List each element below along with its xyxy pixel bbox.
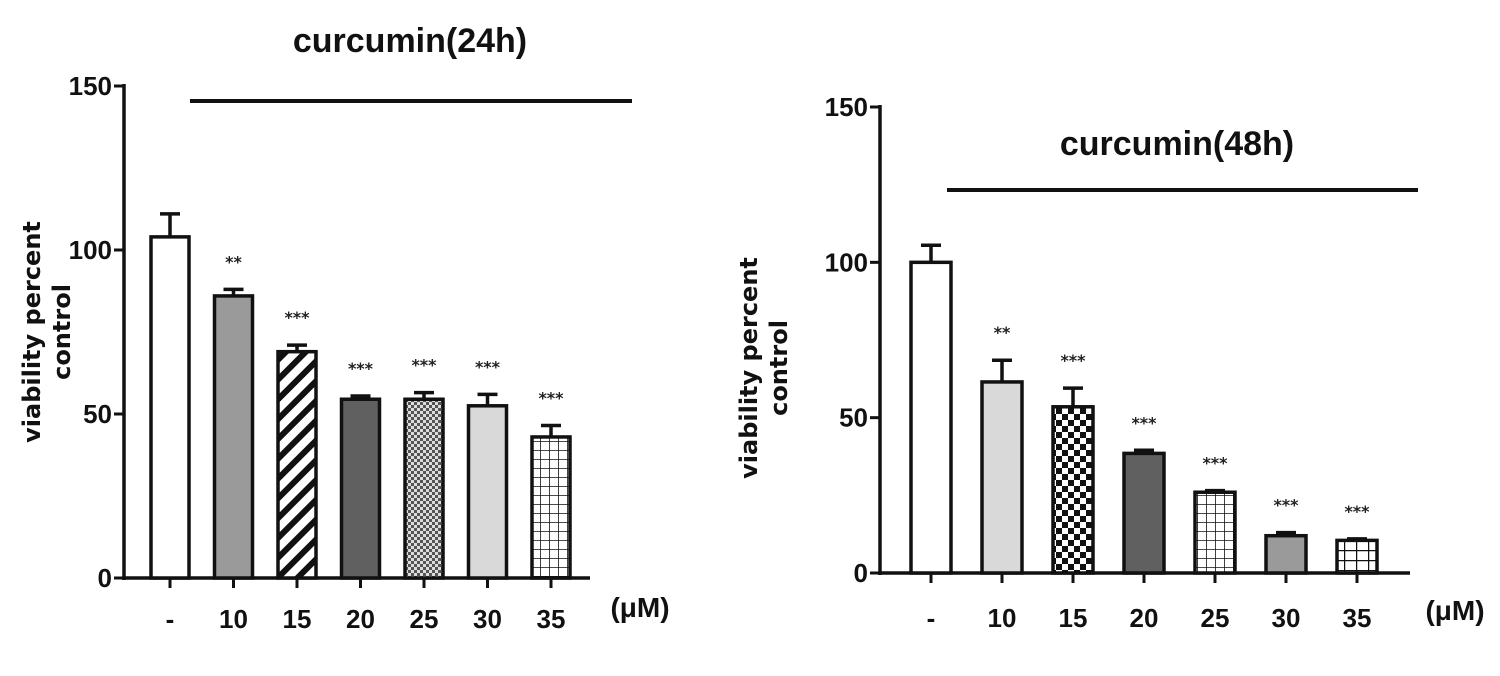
significance-label: ** — [225, 252, 242, 271]
x-tick-label: 35 — [1343, 603, 1372, 633]
x-unit-label: (μM) — [610, 592, 669, 623]
y-tick-label: 100 — [825, 247, 868, 277]
bar — [909, 260, 953, 575]
x-tick-label: - — [166, 604, 175, 634]
x-tick-label: 25 — [1201, 603, 1230, 633]
bar — [1193, 490, 1237, 575]
significance-label: *** — [475, 357, 501, 376]
y-tick-label: 50 — [839, 403, 868, 433]
bar — [403, 397, 445, 580]
x-unit-label: (μM) — [1425, 595, 1484, 626]
chart-panel-1: curcumin(24h) viability percentcontrol 0 50… — [18, 22, 670, 634]
bar — [530, 435, 572, 580]
x-tick-label: 20 — [1130, 603, 1159, 633]
chart-panel-2: curcumin(48h) viability percentcontrol 0 50… — [735, 92, 1485, 633]
significance-label: *** — [1131, 413, 1157, 432]
x-tick-label: 25 — [410, 604, 439, 634]
bar — [980, 380, 1024, 575]
y-tick-label: 0 — [98, 563, 112, 593]
significance-label: *** — [1273, 496, 1299, 515]
significance-label: *** — [1202, 454, 1228, 473]
x-tick-label: 15 — [283, 604, 312, 634]
chart-title: curcumin(48h) — [1060, 125, 1294, 163]
bar — [1122, 451, 1166, 575]
significance-label: *** — [1060, 351, 1086, 370]
x-tick-label: 15 — [1059, 603, 1088, 633]
significance-label: *** — [348, 359, 374, 378]
bar — [149, 235, 191, 580]
x-tick-label: - — [927, 603, 936, 633]
significance-label: *** — [411, 356, 437, 375]
bar — [276, 349, 318, 580]
y-tick-label: 150 — [825, 92, 868, 122]
y-axis-label: viability percentcontrol — [18, 221, 76, 443]
bar — [466, 404, 509, 580]
bar — [339, 397, 382, 580]
y-tick-label: 50 — [83, 399, 112, 429]
significance-label: *** — [284, 308, 310, 327]
chart-title: curcumin(24h) — [293, 22, 527, 60]
bar — [212, 294, 255, 580]
x-tick-label: 10 — [219, 604, 248, 634]
y-axis-label: viability percentcontrol — [735, 257, 793, 479]
y-tick-label: 150 — [69, 71, 112, 101]
x-tick-label: 30 — [473, 604, 502, 634]
bar — [1264, 533, 1308, 575]
significance-label: *** — [538, 388, 564, 407]
y-tick-label: 0 — [854, 558, 868, 588]
x-tick-label: 20 — [346, 604, 375, 634]
x-tick-label: 10 — [988, 603, 1017, 633]
x-tick-label: 35 — [537, 604, 566, 634]
bar — [1335, 538, 1379, 575]
significance-label: *** — [1344, 502, 1370, 521]
y-tick-label: 100 — [69, 235, 112, 265]
x-tick-label: 30 — [1272, 603, 1301, 633]
significance-label: ** — [994, 323, 1011, 342]
bar — [1051, 405, 1095, 575]
